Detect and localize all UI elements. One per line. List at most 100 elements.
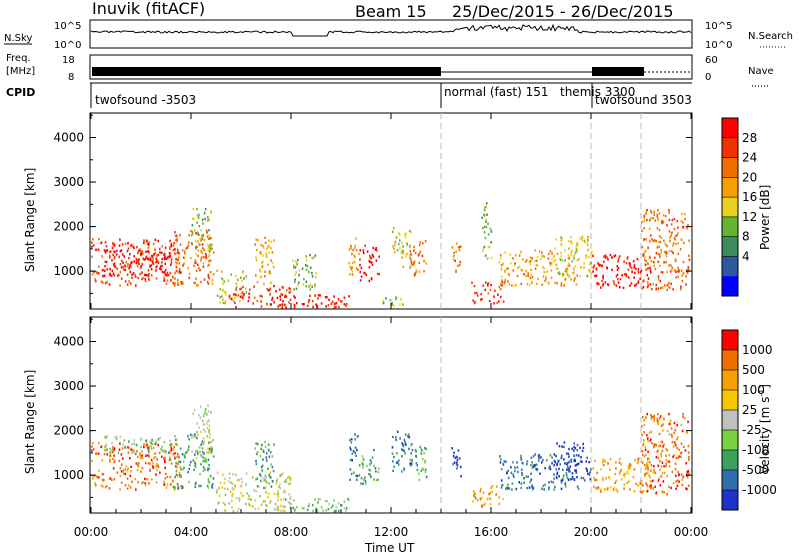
power-scatter-cell — [637, 271, 640, 274]
velocity-scatter-cell — [659, 415, 662, 418]
power-scatter-cell — [176, 248, 179, 252]
velocity-scatter-cell — [114, 436, 116, 439]
power-scatter-cell — [197, 263, 199, 266]
velocity-scatter-cell — [275, 482, 278, 485]
power-scatter-cell — [137, 260, 140, 264]
power-scatter-cell — [371, 253, 374, 257]
power-scatter-cell — [385, 297, 387, 300]
velocity-scatter-cell — [277, 505, 280, 508]
velocity-scatter-cell — [147, 452, 150, 455]
power-scatter-cell — [524, 260, 527, 263]
velocity-scatter-cell — [112, 457, 114, 461]
power-scatter-cell — [652, 239, 654, 243]
velocity-scatter-cell — [191, 436, 193, 439]
velocity-scatter-cell — [645, 465, 648, 468]
velocity-scatter-cell — [175, 442, 177, 446]
velocity-scatter-cell — [530, 472, 532, 475]
velocity-scatter-cell — [615, 479, 617, 482]
velocity-scatter-cell — [641, 433, 643, 437]
velocity-scatter-cell — [514, 469, 516, 473]
power-scatter-cell — [666, 224, 668, 227]
power-scatter-cell — [124, 268, 127, 272]
velocity-scatter-cell — [456, 467, 458, 470]
power-scatter-cell — [187, 244, 190, 247]
power-scatter-cell — [240, 292, 243, 295]
velocity-scatter-cell — [261, 443, 263, 447]
power-scatter-cell — [563, 284, 565, 287]
velocity-scatter-cell — [270, 485, 273, 488]
velocity-scatter-cell — [205, 423, 208, 426]
power-scatter-cell — [378, 272, 380, 276]
velocity-scatter-cell — [155, 481, 158, 484]
power-scatter-cell — [489, 288, 492, 292]
velocity-scatter-cell — [165, 486, 168, 489]
power-scatter-cell — [687, 223, 689, 227]
power-scatter-cell — [487, 282, 489, 285]
power-scatter-cell — [485, 218, 487, 221]
velocity-scatter-cell — [646, 489, 649, 493]
power-scatter-cell — [391, 230, 394, 233]
power-scatter-cell — [351, 273, 354, 276]
power-scatter-cell — [279, 298, 282, 301]
power-scatter-cell — [340, 300, 343, 303]
power-scatter-cell — [688, 258, 691, 262]
velocity-scatter-cell — [351, 459, 353, 462]
velocity-scatter-cell — [553, 464, 555, 467]
power-scatter-cell — [222, 298, 224, 301]
power-scatter-cell — [654, 219, 657, 222]
velocity-scatter-cell — [573, 449, 575, 452]
velocity-scatter-cell — [155, 465, 157, 468]
power-scatter-cell — [248, 296, 250, 299]
power-scatter-cell — [471, 281, 473, 284]
power-scatter-cell — [637, 281, 640, 284]
power-scatter-cell — [391, 301, 393, 305]
power-scatter-cell — [103, 248, 106, 252]
velocity-scatter-cell — [349, 468, 352, 471]
power-y-tick-label: 3000 — [53, 175, 84, 189]
velocity-scatter-cell — [141, 450, 143, 453]
power-scatter-cell — [351, 252, 353, 256]
power-scatter-cell — [484, 236, 487, 240]
velocity-scatter-cell — [150, 458, 153, 462]
power-scatter-cell — [603, 255, 605, 258]
velocity-scatter-cell — [675, 480, 677, 483]
power-scatter-cell — [261, 265, 264, 268]
velocity-scatter-cell — [325, 509, 327, 512]
velocity-scatter-cell — [356, 474, 359, 478]
power-scatter-cell — [676, 234, 678, 237]
power-colorbar-tick-label: 12 — [742, 210, 757, 224]
velocity-colorbar-label-end: ] — [758, 384, 772, 389]
power-scatter-cell — [170, 258, 173, 261]
velocity-scatter-cell — [393, 455, 395, 459]
velocity-scatter-cell — [581, 449, 584, 453]
velocity-scatter-cell — [287, 500, 290, 504]
velocity-scatter-cell — [94, 482, 96, 485]
power-scatter-cell — [324, 296, 327, 299]
velocity-scatter-cell — [170, 443, 173, 446]
velocity-scatter-cell — [319, 498, 321, 501]
velocity-scatter-cell — [201, 451, 204, 454]
power-scatter-cell — [611, 268, 613, 272]
velocity-scatter-cell — [187, 470, 189, 474]
power-scatter-cell — [458, 246, 460, 249]
power-scatter-cell — [662, 214, 665, 217]
power-scatter-cell — [555, 267, 557, 270]
power-scatter-cell — [136, 264, 139, 268]
power-scatter-cell — [668, 230, 671, 233]
power-scatter-cell — [500, 264, 503, 267]
power-scatter-cell — [493, 302, 495, 305]
velocity-scatter-cell — [290, 503, 293, 506]
velocity-scatter-cell — [270, 463, 272, 466]
velocity-scatter-cell — [210, 447, 212, 451]
velocity-scatter-cell — [657, 420, 659, 424]
velocity-scatter-cell — [548, 466, 551, 470]
velocity-scatter-cell — [369, 459, 372, 462]
power-scatter-cell — [148, 278, 151, 281]
power-scatter-cell — [496, 301, 498, 305]
power-scatter-cell — [121, 243, 124, 246]
velocity-scatter-cell — [183, 454, 186, 457]
power-scatter-cell — [551, 258, 553, 261]
velocity-scatter-cell — [178, 471, 181, 475]
power-scatter-cell — [359, 249, 362, 252]
velocity-scatter-cell — [505, 487, 507, 491]
